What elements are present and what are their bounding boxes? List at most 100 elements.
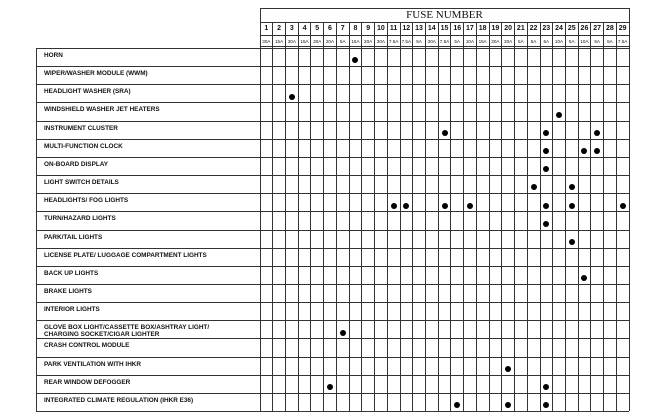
grid-row-line xyxy=(36,283,629,285)
grid-row-line xyxy=(36,356,629,358)
grid-row-line xyxy=(36,411,629,412)
fuse-number: 24 xyxy=(555,25,563,32)
circuit-label: INSTRUMENT CLUSTER xyxy=(44,124,118,132)
grid-column-line xyxy=(539,22,541,411)
grid-row-line xyxy=(36,374,629,376)
grid-column-line xyxy=(564,22,566,411)
fuse-rating: 10A xyxy=(554,39,564,44)
grid-column-line xyxy=(514,22,515,411)
circuit-label: PARK/TAIL LIGHTS xyxy=(44,233,103,241)
fuse-rating: 30A xyxy=(504,39,513,44)
grid-row-line xyxy=(36,320,629,322)
fuse-rating: 20A xyxy=(325,39,335,44)
grid-row-line xyxy=(36,302,629,303)
grid-column-line xyxy=(374,22,375,411)
fuse-rating: 5A xyxy=(568,39,575,44)
fuse-dot xyxy=(466,202,473,209)
grid-row-line xyxy=(36,156,629,158)
fuse-number: 25 xyxy=(567,25,576,32)
circuit-label: REAR WINDOW DEFOGGER xyxy=(44,378,131,386)
fuse-rating: 10A xyxy=(465,39,475,44)
grid-line xyxy=(260,48,629,49)
circuit-label: TURN/HAZARD LIGHTS xyxy=(44,215,116,223)
fuse-number: 6 xyxy=(328,25,332,32)
grid-column-line xyxy=(590,22,592,411)
circuit-label: MULTI-FUNCTION CLOCK xyxy=(44,142,123,150)
grid-column-line xyxy=(425,22,426,411)
fuse-number: 18 xyxy=(478,25,487,32)
fuse-dot xyxy=(543,220,550,227)
fuse-dot xyxy=(568,184,575,191)
fuse-number: 26 xyxy=(580,25,589,32)
fuse-rating: 30A xyxy=(287,39,296,44)
fuse-dot xyxy=(543,384,550,391)
fuse-dot xyxy=(543,166,550,173)
grid-column-line xyxy=(272,22,274,411)
fuse-number: 27 xyxy=(593,25,602,32)
fuse-dot xyxy=(505,402,512,409)
grid-column-line xyxy=(475,22,477,411)
grid-row-line xyxy=(36,229,629,231)
fuse-number: 19 xyxy=(491,25,500,32)
fuse-rating: 5A xyxy=(594,39,600,44)
fuse-dot xyxy=(568,238,575,245)
fuse-number: 9 xyxy=(366,25,371,32)
fuse-rating: 30A xyxy=(376,39,385,44)
fuse-number: 15 xyxy=(440,25,449,32)
fuse-number: 14 xyxy=(427,25,436,32)
fuse-dot xyxy=(505,365,512,372)
fuse-rating: 7.5A xyxy=(401,39,412,44)
fuse-rating: 5A xyxy=(416,39,422,44)
grid-line xyxy=(260,8,629,10)
grid-column-line xyxy=(463,22,464,411)
grid-row-line xyxy=(36,66,629,68)
circuit-label: HEADLIGHTS/ FOG LIGHTS xyxy=(44,197,129,205)
fuse-dot xyxy=(543,148,550,155)
grid-column-line xyxy=(285,22,286,411)
fuse-dot xyxy=(352,57,359,64)
circuit-label: WIPER/WASHER MODULE (WWM) xyxy=(44,70,148,78)
fuse-rating: 30A xyxy=(262,39,271,44)
grid-column-line xyxy=(437,22,439,411)
grid-row-line xyxy=(36,247,629,249)
fuse-number: 10 xyxy=(376,25,385,32)
circuit-label: WINDSHIELD WASHER JET HEATERS xyxy=(44,106,160,114)
fuse-dot xyxy=(288,93,295,100)
grid-row-line xyxy=(36,175,629,176)
fuse-number: 23 xyxy=(542,25,551,32)
fuse-dot xyxy=(619,202,626,209)
grid-row-line xyxy=(36,84,629,86)
grid-column-line xyxy=(297,22,299,411)
fuse-dot xyxy=(326,384,333,391)
fuse-rating: 15A xyxy=(300,39,309,44)
grid-column-line xyxy=(399,22,401,411)
fuse-number: 11 xyxy=(389,25,398,32)
circuit-label: GLOVE BOX LIGHT/CASSETTE BOX/ASHTRAY LIG… xyxy=(44,324,210,339)
circuit-label: INTERIOR LIGHTS xyxy=(44,306,100,314)
grid-row-line xyxy=(36,120,629,122)
fuse-rating: 7.5A xyxy=(617,39,628,44)
grid-column-line xyxy=(323,22,325,411)
fuse-number: 22 xyxy=(529,25,538,32)
circuit-label: INTEGRATED CLIMATE REGULATION (IHKR E36) xyxy=(44,396,194,404)
fuse-number: 5 xyxy=(315,25,320,32)
fuse-number: 12 xyxy=(402,25,411,32)
fuse-dot xyxy=(594,148,601,155)
fuse-rating: 7.5A xyxy=(439,39,450,44)
grid-row-line xyxy=(36,102,629,104)
fuse-dot xyxy=(454,402,461,409)
grid-column-line xyxy=(386,22,388,411)
grid-line xyxy=(260,22,629,23)
fuse-number: 28 xyxy=(606,25,614,32)
fuse-number: 7 xyxy=(340,25,345,32)
fuse-dot xyxy=(441,202,448,209)
circuit-label: HEADLIGHT WASHER (SRA) xyxy=(44,88,131,96)
fuse-rating: 15A xyxy=(478,39,487,44)
grid-column-line xyxy=(412,22,414,411)
fuse-dot xyxy=(390,202,397,209)
grid-column-line xyxy=(603,22,604,411)
grid-column-line xyxy=(501,22,503,411)
circuit-label: HORN xyxy=(44,52,63,59)
fuse-number: 16 xyxy=(453,25,462,32)
grid-column-line xyxy=(259,22,261,411)
